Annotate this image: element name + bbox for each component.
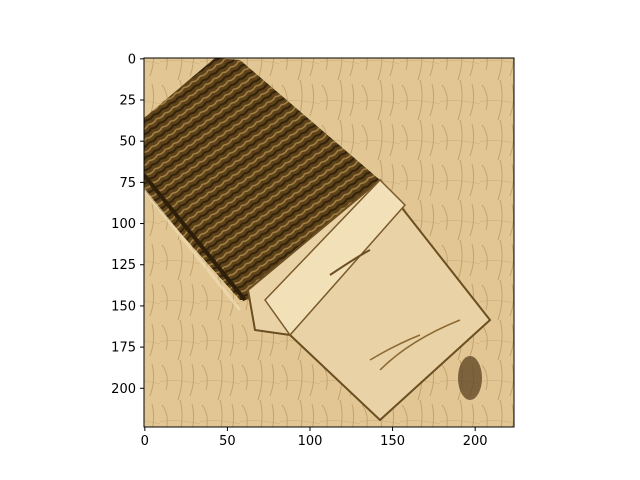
box-lid-edge bbox=[264, 178, 407, 337]
x-tick-label: 0 bbox=[141, 434, 149, 449]
x-tick-label: 150 bbox=[380, 434, 405, 449]
y-tick-label: 200 bbox=[111, 382, 136, 397]
box-text-line-1 bbox=[379, 319, 461, 371]
y-tick-label: 150 bbox=[111, 299, 136, 314]
image-area bbox=[144, 58, 514, 427]
light-diagonal-edge bbox=[144, 189, 242, 311]
dark-blot bbox=[458, 356, 482, 400]
dark-diagonal-edge bbox=[144, 173, 247, 302]
y-tick-label: 175 bbox=[111, 341, 136, 356]
y-tick-label: 25 bbox=[119, 94, 136, 109]
y-tick-label: 125 bbox=[111, 258, 136, 273]
x-axis: 0 50 100 150 200 bbox=[141, 427, 488, 449]
y-tick-label: 100 bbox=[111, 217, 136, 232]
x-tick-label: 50 bbox=[219, 434, 236, 449]
y-axis: 0 25 50 75 100 125 150 175 200 bbox=[111, 52, 144, 397]
dark-woven-region bbox=[144, 58, 380, 300]
x-tick-label: 200 bbox=[463, 434, 488, 449]
y-tick-label: 50 bbox=[119, 135, 136, 150]
y-tick-label: 75 bbox=[119, 176, 136, 191]
axes-frame bbox=[143, 57, 515, 428]
dark-woven-shade bbox=[144, 58, 380, 300]
box-text-line-2 bbox=[369, 334, 421, 361]
y-tick-label: 0 bbox=[128, 52, 136, 67]
x-tick-label: 100 bbox=[298, 434, 323, 449]
box-mark bbox=[329, 249, 371, 276]
